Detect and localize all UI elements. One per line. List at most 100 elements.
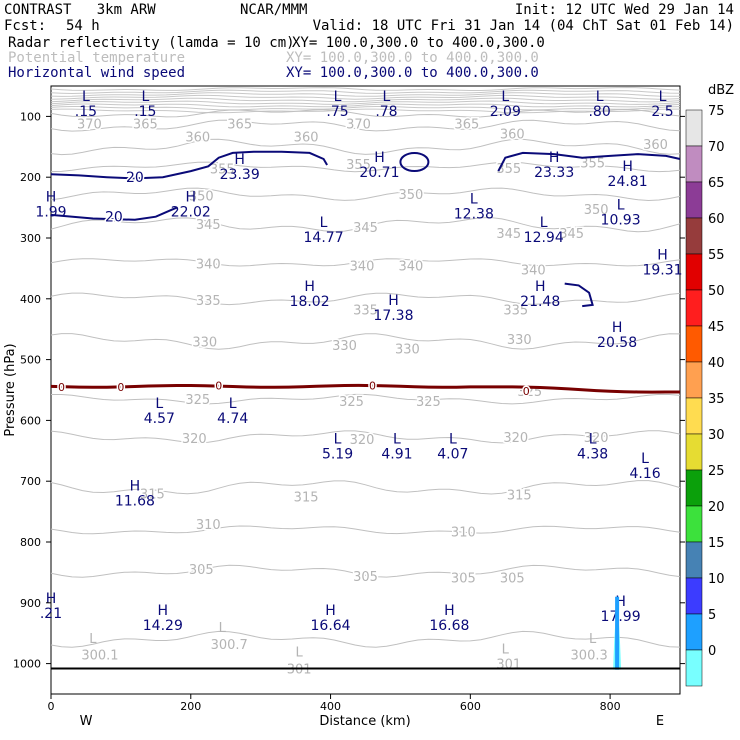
theta-label: 305	[451, 571, 476, 586]
theta-label: 300.1	[81, 648, 118, 663]
wind-extremum-type: L	[393, 432, 401, 448]
theta-contour-strat	[50, 97, 681, 103]
colorbar-level: 70	[708, 140, 725, 155]
theta-contour-strat	[50, 86, 681, 91]
theta-label: 315	[140, 487, 165, 502]
wind-extremum-value: 20.58	[597, 335, 637, 351]
theta-contour-line	[50, 564, 681, 578]
wind-extremum-type: L	[82, 89, 90, 105]
theta-contour-line	[50, 119, 681, 132]
wind-extremum-value: 14.77	[304, 230, 344, 246]
y-tick-label: 200	[20, 171, 41, 184]
theta-label: 360	[500, 127, 525, 142]
colorbar-level: 60	[708, 212, 725, 227]
y-tick-label: 700	[20, 475, 41, 488]
wind-extremum-value: 23.39	[220, 167, 260, 183]
wind-extremum-type: H	[612, 320, 623, 336]
theta-label: 315	[507, 489, 532, 504]
zero-contour-label: 0	[523, 385, 530, 398]
theta-label: 301	[287, 662, 312, 677]
theta-contour-line	[50, 217, 681, 233]
reflectivity-core	[615, 596, 620, 670]
y-tick-label: 400	[20, 293, 41, 306]
y-axis-label: Pressure (hPa)	[3, 343, 18, 436]
theta-contour-strat	[50, 103, 681, 108]
wind-extremum-value: 1.99	[35, 205, 66, 221]
theta-label: 310	[196, 518, 221, 533]
theta-label: 301	[496, 658, 521, 673]
wind-extremum-type: L	[383, 89, 391, 105]
wind-extremum-type: L	[229, 396, 237, 412]
wind-extremum-value: 20.71	[359, 165, 399, 181]
colorbar-swatch	[685, 289, 703, 327]
zero-wind-contour	[50, 383, 680, 394]
init-time: Init: 12 UTC Wed 29 Jan 14	[514, 2, 734, 18]
theta-label: 320	[350, 433, 375, 448]
x-tick-label: 600	[460, 700, 481, 713]
wind-extremum-type: L	[334, 432, 342, 448]
field-xy-theta: XY= 100.0,300.0 to 400.0,300.0	[286, 50, 539, 66]
theta-label: 320	[503, 431, 528, 446]
y-tick-label: 500	[20, 354, 41, 367]
theta-label: 330	[507, 333, 532, 348]
theta-label: 305	[353, 570, 378, 585]
colorbar-swatch	[685, 181, 703, 219]
wind-extremum-type: L	[449, 432, 457, 448]
colorbar-swatch	[685, 145, 703, 183]
colorbar-level: 65	[708, 176, 725, 191]
forecast-hours: 54 h	[66, 18, 100, 34]
colorbar-level: 5	[708, 608, 716, 623]
theta-label: 315	[294, 490, 319, 505]
theta-extremum-marker: L	[502, 642, 510, 657]
wind-extremum-value: 17.99	[601, 609, 641, 625]
wind-extremum-value: 12.94	[524, 230, 564, 246]
colorbar-swatch	[685, 253, 703, 291]
wind-extremum-type: H	[444, 603, 455, 619]
theta-contour-line	[50, 630, 681, 648]
theta-label: 350	[189, 189, 214, 204]
theta-contour-line	[50, 480, 681, 495]
colorbar-swatch	[685, 613, 703, 651]
wind-extremum-value: 14.29	[143, 618, 183, 634]
theta-contour-strat	[50, 100, 681, 105]
colorbar-swatch	[685, 433, 703, 471]
wind-extremum-value: 11.68	[115, 493, 155, 509]
wind-extremum-type: H	[46, 190, 57, 206]
wind-extremum-value: 16.64	[311, 618, 351, 634]
wind-extremum-value: 24.81	[608, 174, 648, 190]
wind-extremum-value: 4.74	[217, 411, 248, 427]
theta-contour-strat	[50, 106, 681, 111]
theta-label: 305	[500, 571, 525, 586]
wind-extremum-value: .15	[75, 104, 97, 120]
theta-contour-line	[50, 333, 681, 350]
colorbar-swatch	[685, 397, 703, 435]
theta-label: 365	[454, 118, 479, 133]
wind-extremum-type: H	[374, 150, 385, 166]
theta-label: 360	[294, 130, 319, 145]
colorbar-level: 20	[708, 500, 725, 515]
y-tick-label: 900	[20, 597, 41, 610]
wind-extremum-type: L	[320, 215, 328, 231]
wind-contour-line	[497, 151, 681, 172]
wind-extremum-type: L	[470, 191, 478, 207]
wind-extremum-type: L	[141, 89, 149, 105]
wind-extremum-type: L	[589, 432, 597, 448]
valid-time: Valid: 18 UTC Fri 31 Jan 14 (04 ChT Sat …	[312, 18, 734, 34]
wind-extremum-type: L	[659, 89, 667, 105]
theta-label: 340	[521, 264, 546, 279]
wind-extremum-value: 16.68	[429, 618, 469, 634]
wind-contour-line	[50, 150, 328, 180]
wind-extremum-type: H	[622, 159, 633, 175]
theta-label: 345	[496, 227, 521, 242]
wind-extremum-type: H	[549, 150, 560, 166]
colorbar-level: 30	[708, 428, 725, 443]
theta-label: 325	[185, 393, 210, 408]
field-name-reflectivity: Radar reflectivity (lamda = 10 cm)	[8, 35, 295, 51]
theta-label: 330	[395, 343, 420, 358]
colorbar-level: 55	[708, 248, 725, 263]
theta-label: 330	[192, 335, 217, 350]
wind-extremum-type: H	[657, 247, 668, 263]
wind-extremum-value: 2.09	[490, 104, 521, 120]
y-tick-label: 100	[20, 110, 41, 123]
